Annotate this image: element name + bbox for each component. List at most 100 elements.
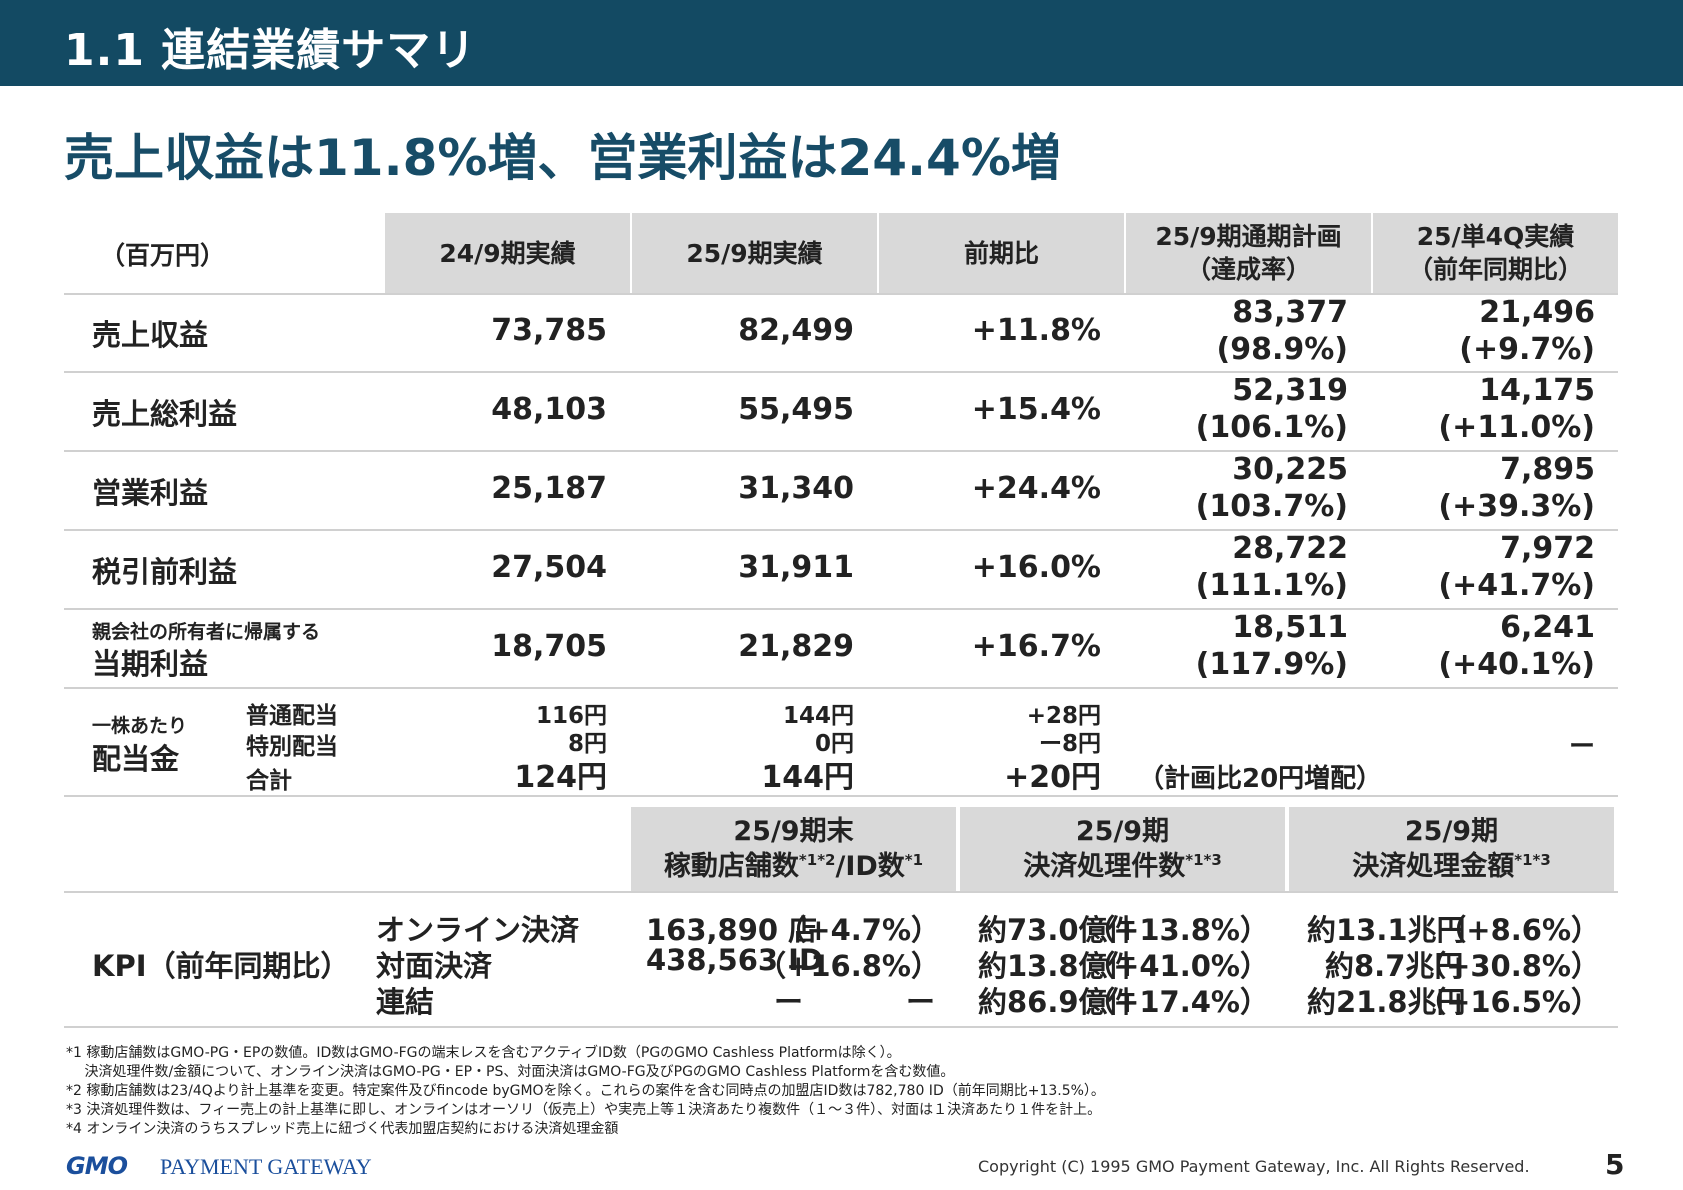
kpi-amount-consolidated: 約21.8兆円 [1307, 985, 1466, 1019]
kpi-stores-online-rate: （+4.7%） [777, 913, 940, 947]
footnote: *1 稼動店舗数はGMO-PG・EPの数値。ID数はGMO-FGの端末レスを含む… [66, 1045, 901, 1061]
kpi-count-consolidated: 約86.9億件 [978, 985, 1137, 1019]
kpi-header-amount: 25/9期 決済処理金額*1*3 [1289, 807, 1614, 891]
page-title: 1.1 連結業績サマリ [64, 25, 477, 76]
dividend-q4: ー [1568, 732, 1595, 762]
row-label-gross-profit: 売上総利益 [92, 397, 238, 431]
kpi-stores-inperson: 438,563 ID [646, 943, 824, 977]
footnote: 決済処理件数/金額について、オンライン決済はGMO-PG・EP・PS、対面決済は… [66, 1064, 955, 1080]
dividend-fy24-total: 124円 [514, 760, 607, 795]
cell-plan: 52,319 (106.1%) [1195, 373, 1348, 445]
row-divider [64, 293, 1618, 295]
kpi-cat-consolidated: 連結 [376, 985, 435, 1019]
dividend-sub-special: 特別配当 [246, 734, 338, 760]
cell-plan: 18,511 (117.9%) [1195, 610, 1348, 682]
kpi-stores-inperson-rate: （+16.8%） [757, 949, 940, 983]
row-divider [64, 371, 1618, 373]
page-number: 5 [1605, 1148, 1625, 1181]
dividend-sub-ordinary: 普通配当 [246, 703, 338, 729]
dividend-fy24-ordinary: 116円 [535, 703, 607, 729]
kpi-stores-online: 163,890 店 [646, 913, 818, 947]
footnotes: *1 稼動店舗数はGMO-PG・EPの数値。ID数はGMO-FGの端末レスを含む… [66, 1044, 1105, 1139]
footnote: *3 決済処理件数は、フィー売上の計上基準に即し、オンラインはオーソリ（仮売上）… [66, 1102, 1102, 1118]
dividend-fy25-total: 144円 [761, 760, 854, 795]
col-header-fy25: 25/9期実績 [632, 213, 877, 293]
cell-yoy: +24.4% [971, 471, 1101, 506]
cell-fy24: 25,187 [491, 471, 607, 506]
kpi-count-online: 約73.0億件 [978, 913, 1137, 947]
kpi-header-count: 25/9期 決済処理件数*1*3 [960, 807, 1285, 891]
cell-q4: 7,972 (+41.7%) [1438, 531, 1595, 603]
cell-q4: 14,175 (+11.0%) [1438, 373, 1595, 445]
kpi-amount-consolidated-rate: （+16.5%） [1417, 985, 1600, 1019]
company-logo-gmo: GMO [66, 1152, 128, 1180]
cell-fy24: 18,705 [491, 629, 607, 664]
cell-plan: 30,225 (103.7%) [1195, 452, 1348, 524]
cell-q4: 6,241 (+40.1%) [1438, 610, 1595, 682]
row-divider [64, 450, 1618, 452]
cell-fy25: 31,340 [738, 471, 854, 506]
cell-yoy: +15.4% [971, 392, 1101, 427]
row-label-net-profit: 当期利益 [92, 647, 209, 681]
kpi-amount-online: 約13.1兆円 [1307, 913, 1466, 947]
cell-q4: 7,895 (+39.3%) [1438, 452, 1595, 524]
kpi-stores-consolidated: ー [774, 985, 804, 1019]
row-label-revenue: 売上収益 [92, 318, 209, 352]
cell-yoy: +16.0% [971, 550, 1101, 585]
kpi-count-consolidated-rate: （+17.4%） [1086, 985, 1269, 1019]
dividend-label: 配当金 [92, 742, 180, 776]
kpi-amount-online-rate: （+8.6%） [1437, 913, 1600, 947]
kpi-header-stores: 25/9期末 稼動店舗数*1*2/ID数*1 [631, 807, 956, 891]
row-divider [64, 687, 1618, 689]
cell-fy24: 73,785 [491, 313, 607, 348]
kpi-stores-consolidated-rate: ー [905, 985, 935, 1019]
cell-fy25: 55,495 [738, 392, 854, 427]
dividend-yoy-total: +20円 [1004, 760, 1101, 795]
dividend-fy25-special: 0円 [814, 731, 854, 757]
kpi-cat-online: オンライン決済 [376, 913, 580, 947]
dividend-yoy-special: ー8円 [1038, 731, 1101, 757]
col-header-yoy: 前期比 [879, 213, 1124, 293]
cell-yoy: +11.8% [971, 313, 1101, 348]
cell-fy24: 27,504 [491, 550, 607, 585]
row-divider [64, 1026, 1618, 1028]
company-logo-text: PAYMENT GATEWAY [160, 1154, 372, 1179]
row-divider [64, 608, 1618, 610]
unit-label: （百万円） [100, 241, 226, 270]
col-header-plan: 25/9期通期計画 （達成率） [1126, 213, 1371, 293]
cell-fy25: 82,499 [738, 313, 854, 348]
header-bar [0, 0, 1683, 86]
row-divider [64, 795, 1618, 797]
cell-fy24: 48,103 [491, 392, 607, 427]
dividend-label-small: 一株あたり [92, 715, 188, 737]
row-label-small-attributable: 親会社の所有者に帰属する [92, 621, 321, 643]
col-header-fy24: 24/9期実績 [385, 213, 630, 293]
cell-q4: 21,496 (+9.7%) [1459, 295, 1595, 367]
kpi-count-online-rate: （+13.8%） [1086, 913, 1269, 947]
kpi-label: KPI（前年同期比） [92, 949, 350, 983]
cell-fy25: 21,829 [738, 629, 854, 664]
row-divider [64, 529, 1618, 531]
footnote: *4 オンライン決済のうちスプレッド売上に紐づく代表加盟店契約における決済処理金… [66, 1121, 619, 1137]
kpi-cat-inperson: 対面決済 [376, 949, 493, 983]
row-label-pretax-profit: 税引前利益 [92, 555, 238, 589]
footnote: *2 稼動店舗数は23/4Qより計上基準を変更。特定案件及びfincode by… [66, 1083, 1105, 1099]
kpi-amount-inperson: 約8.7兆円 [1325, 949, 1464, 983]
cell-plan: 83,377 (98.9%) [1216, 295, 1349, 367]
kpi-count-inperson: 約13.8億件 [978, 949, 1137, 983]
dividend-fy24-special: 8円 [567, 731, 607, 757]
cell-plan: 28,722 (111.1%) [1195, 531, 1348, 603]
dividend-plan-note: （計画比20円増配） [1138, 764, 1383, 794]
dividend-yoy-ordinary: +28円 [1026, 703, 1101, 729]
kpi-count-inperson-rate: （+41.0%） [1086, 949, 1269, 983]
cell-fy25: 31,911 [738, 550, 854, 585]
row-divider [64, 891, 1618, 893]
row-label-operating-profit: 営業利益 [92, 476, 209, 510]
headline: 売上収益は11.8%増、営業利益は24.4%増 [64, 129, 1061, 187]
dividend-sub-total: 合計 [246, 768, 292, 794]
kpi-amount-inperson-rate: （+30.8%） [1417, 949, 1600, 983]
dividend-fy25-ordinary: 144円 [782, 703, 854, 729]
copyright: Copyright (C) 1995 GMO Payment Gateway, … [978, 1157, 1530, 1176]
cell-yoy: +16.7% [971, 629, 1101, 664]
col-header-q4: 25/単4Q実績 （前年同期比） [1373, 213, 1618, 293]
